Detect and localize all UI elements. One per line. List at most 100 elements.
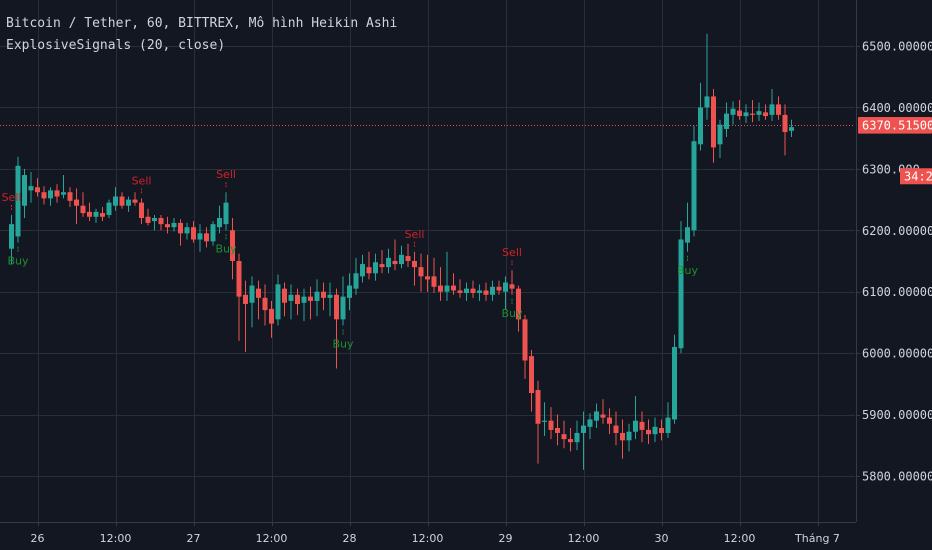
- candle: [48, 187, 53, 206]
- candle-body: [236, 261, 242, 297]
- candle-body: [340, 296, 346, 320]
- candle-body: [483, 290, 489, 295]
- candle: [262, 284, 268, 326]
- candle: [282, 282, 287, 317]
- candle: [113, 187, 118, 211]
- candle: [438, 267, 443, 301]
- candle: [509, 270, 515, 295]
- candle: [769, 89, 775, 121]
- price-tick-label: 5800.00000000: [862, 469, 932, 483]
- candle: [581, 411, 586, 470]
- candle-body: [457, 290, 463, 293]
- candle: [74, 188, 79, 225]
- time-axis-background: [0, 522, 932, 550]
- candle-body: [652, 426, 658, 435]
- candle-body: [516, 288, 521, 320]
- candle: [347, 273, 352, 311]
- candle-body: [158, 218, 164, 225]
- candle: [145, 208, 151, 226]
- candle: [152, 214, 157, 231]
- bar-countdown: 34:28: [900, 168, 932, 185]
- price-badge: 6370.51500000: [858, 117, 932, 134]
- candle: [223, 192, 229, 231]
- candle-body: [659, 428, 664, 433]
- candle-body: [67, 192, 73, 201]
- candle: [15, 156, 21, 243]
- candle-body: [587, 419, 593, 427]
- candle-body: [119, 196, 125, 206]
- time-tick-label: 12:00: [412, 532, 444, 545]
- time-tick-label: 30: [655, 532, 669, 545]
- time-axis[interactable]: 26 12:00 27 12:00 28 12:00 29 12:00 30 12:00 Tháng…: [0, 522, 932, 550]
- candle: [496, 280, 502, 295]
- candle-body: [555, 428, 560, 433]
- candle-body: [607, 417, 612, 424]
- candle: [204, 227, 209, 248]
- candle: [197, 224, 203, 252]
- candle-body: [412, 261, 417, 268]
- candle: [35, 178, 40, 197]
- candle: [698, 82, 703, 151]
- candle-body: [61, 192, 66, 195]
- candle-body: [249, 285, 255, 303]
- chart-title: Bitcoin / Tether, 60, BITTREX, Mô hình H…: [6, 16, 398, 31]
- candle-body: [204, 233, 209, 242]
- candle: [724, 102, 729, 137]
- candle-body: [269, 308, 274, 324]
- candle-body: [113, 196, 118, 206]
- price-tick-label: 6100.00000000: [862, 285, 932, 299]
- candle: [353, 257, 359, 295]
- price-badge-bg: [858, 117, 932, 134]
- candle-body: [386, 257, 391, 268]
- candle-body: [594, 411, 599, 421]
- price-axis-background: [856, 0, 932, 550]
- candle-body: [132, 199, 138, 203]
- candle-body: [275, 284, 281, 320]
- candle-body: [262, 297, 268, 311]
- candle: [288, 284, 294, 320]
- buy-signal: Buy: [501, 298, 523, 320]
- signal-label: Sell: [132, 174, 152, 187]
- candle-body: [750, 113, 755, 115]
- candle: [620, 419, 625, 459]
- price-tick-label: 6200.00000000: [862, 224, 932, 238]
- candle: [243, 280, 248, 352]
- candle: [763, 104, 768, 120]
- candle-body: [210, 224, 216, 242]
- candle: [28, 171, 34, 203]
- candle: [418, 253, 424, 292]
- candle: [61, 175, 66, 199]
- candle: [41, 186, 47, 205]
- candle-body: [282, 288, 287, 303]
- candle-body: [418, 267, 424, 277]
- candle-body: [698, 107, 703, 145]
- candle-body: [405, 256, 411, 261]
- candle: [340, 276, 346, 326]
- candle-body: [171, 222, 177, 228]
- candle-body: [613, 425, 619, 433]
- candle-body: [620, 432, 625, 441]
- candle: [633, 396, 638, 440]
- candle: [639, 411, 645, 443]
- candle: [236, 253, 242, 341]
- candle: [405, 243, 411, 268]
- candle-body: [178, 222, 183, 234]
- sell-signal: Sell: [405, 228, 424, 248]
- candle: [308, 286, 313, 320]
- candle-body: [301, 296, 307, 303]
- candle-body: [743, 112, 749, 117]
- candle: [750, 100, 755, 123]
- price-axis[interactable]: 6500.000000006400.000000006300.0006200.0…: [856, 0, 932, 550]
- candle-body: [74, 199, 79, 206]
- candle: [522, 315, 528, 379]
- candle: [399, 245, 404, 269]
- candle-body: [230, 230, 235, 261]
- candle: [256, 280, 261, 320]
- candle-body: [464, 288, 469, 293]
- candle: [743, 104, 749, 123]
- candle-body: [685, 227, 690, 243]
- candle: [165, 216, 170, 234]
- time-tick-label: Tháng 7: [794, 532, 840, 545]
- candle-body: [41, 192, 47, 199]
